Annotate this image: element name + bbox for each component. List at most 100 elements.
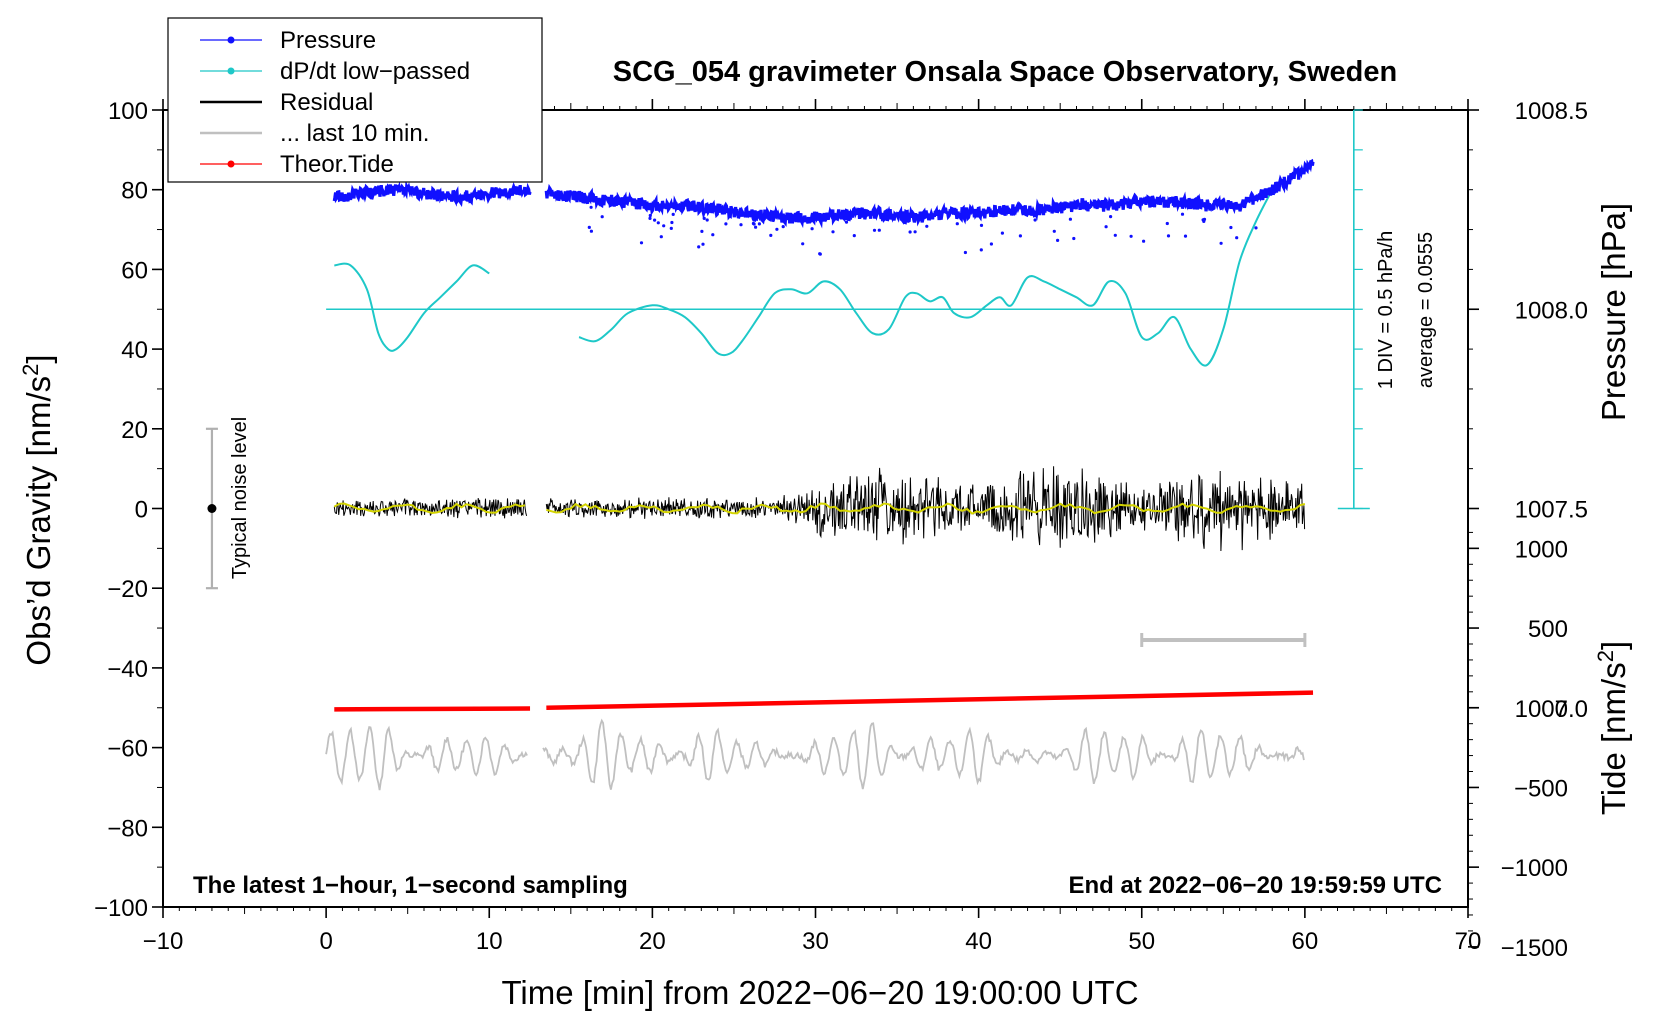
pressure-outlier	[659, 235, 663, 239]
y-tick-label: −20	[107, 576, 148, 603]
pressure-outlier	[656, 221, 660, 225]
x-tick-label: 50	[1128, 928, 1155, 955]
pressure-outlier	[872, 228, 877, 232]
pressure-tick-label: 1007.5	[1515, 497, 1588, 524]
legend-marker	[227, 160, 235, 168]
pressure-outlier	[662, 224, 666, 228]
pressure-outlier	[702, 216, 706, 220]
pressure-outlier	[1052, 229, 1056, 233]
pressure-outlier	[908, 230, 912, 234]
x-tick-label: 0	[319, 928, 332, 955]
pressure-outlier	[1068, 217, 1072, 221]
pressure-outlier	[754, 225, 758, 229]
pressure-outlier	[697, 245, 701, 249]
legend-label: ... last 10 min.	[280, 120, 429, 147]
noise-level-dot	[207, 504, 217, 513]
pressure-outlier	[844, 220, 849, 224]
pressure-outlier	[979, 223, 984, 227]
y-axis-label-pressure: Pressure [hPa]	[1595, 203, 1632, 421]
residual-smoothed-2	[546, 502, 1306, 515]
pressure-outlier	[1129, 234, 1133, 238]
y-tick-label: 100	[108, 98, 148, 125]
x-tick-label: 70	[1455, 928, 1482, 955]
pressure-outlier	[877, 228, 881, 232]
tide-tick-label: −1500	[1501, 935, 1568, 962]
tide-tick-label: 1000	[1515, 536, 1568, 563]
pressure-outlier	[818, 252, 822, 256]
pressure-outlier	[1000, 231, 1005, 235]
legend: Pressure dP/dt low−passed Residual ... last…	[167, 17, 543, 183]
average-label: average = 0.0555	[1415, 232, 1437, 388]
x-tick-label: 20	[639, 928, 666, 955]
x-tick-label: 10	[476, 928, 503, 955]
y-tick-label: 40	[121, 337, 148, 364]
y-axis-label-gravity: Obs’d Gravity [nm/s2]	[18, 354, 58, 665]
y-axis-label-tide: Tide [nm/s2]	[1593, 641, 1633, 815]
pressure-outlier	[913, 230, 917, 234]
pressure-outlier	[671, 212, 675, 216]
pressure-outlier	[1113, 233, 1117, 237]
x-tick-label: 30	[802, 928, 829, 955]
pressure-outlier	[1202, 218, 1206, 222]
theor-tide-line-2	[546, 690, 1314, 710]
pressure-outlier	[1180, 212, 1185, 216]
chart-title: SCG_054 gravimeter Onsala Space Observat…	[613, 56, 1397, 88]
pressure-outlier	[1033, 218, 1037, 222]
pressure-outlier	[701, 242, 705, 246]
pressure-outlier	[648, 213, 652, 218]
pressure-outlier	[739, 223, 743, 227]
pressure-outlier	[669, 226, 673, 230]
pressure-outlier	[1183, 234, 1188, 238]
pressure-outlier	[989, 242, 994, 246]
pressure-outlier	[1109, 215, 1113, 219]
pressure-outlier	[639, 241, 644, 245]
pressure-outlier	[775, 227, 779, 231]
pressure-tick-label: 1008.0	[1515, 297, 1588, 324]
noise-level-label: Typical noise level	[229, 417, 251, 579]
y-axis-gravity: −100 −80 −60 −40 −20 0 20 40 60 80 100	[94, 98, 163, 922]
pressure-outlier	[1254, 226, 1258, 230]
dpdt-line-1	[334, 262, 490, 352]
tide-tick-label: 0	[1555, 696, 1568, 723]
pressure-outlier	[1056, 238, 1060, 242]
pressure-outlier	[963, 250, 968, 255]
pressure-line-2	[544, 158, 1315, 229]
y-tick-label: −40	[107, 656, 148, 683]
pressure-outlier	[955, 222, 959, 226]
dpdt-line-2	[578, 189, 1274, 367]
pressure-tick-label: 1008.5	[1515, 98, 1588, 125]
legend-marker	[227, 36, 235, 44]
y-tick-label: −60	[107, 736, 148, 763]
pressure-outlier	[1142, 239, 1146, 243]
pressure-outlier	[724, 222, 728, 226]
pressure-outlier	[711, 233, 715, 237]
pressure-outlier	[769, 233, 773, 237]
y-tick-label: 20	[121, 417, 148, 444]
y-tick-label: −80	[107, 815, 148, 842]
x-axis-label: Time [min] from 2022−06−20 19:00:00 UTC	[501, 974, 1138, 1011]
pressure-outlier	[979, 248, 983, 252]
pressure-tick-label: 1007.0	[1515, 696, 1588, 723]
y-tick-label: −100	[94, 895, 148, 922]
pressure-outlier	[587, 225, 591, 229]
legend-label: Pressure	[280, 27, 376, 54]
legend-marker	[227, 67, 235, 75]
x-tick-label: −10	[143, 928, 184, 955]
legend-label: Residual	[280, 89, 373, 116]
sampling-note: The latest 1−hour, 1−second sampling	[193, 872, 628, 899]
pressure-outlier	[1229, 225, 1233, 230]
tide-residual-grey-1	[325, 725, 528, 791]
pressure-outlier	[751, 221, 756, 226]
pressure-outlier	[1166, 234, 1171, 238]
pressure-outlier	[1219, 241, 1223, 245]
pressure-outlier	[781, 225, 785, 229]
pressure-outlier	[852, 234, 856, 238]
legend-label: dP/dt low−passed	[280, 58, 470, 85]
pressure-outlier	[1165, 221, 1169, 226]
tide-tick-label: 500	[1528, 616, 1568, 643]
theor-tide-line-1	[334, 706, 531, 712]
pressure-outlier	[589, 229, 594, 233]
pressure-outlier	[589, 205, 593, 209]
y-tick-label: 80	[121, 178, 148, 205]
